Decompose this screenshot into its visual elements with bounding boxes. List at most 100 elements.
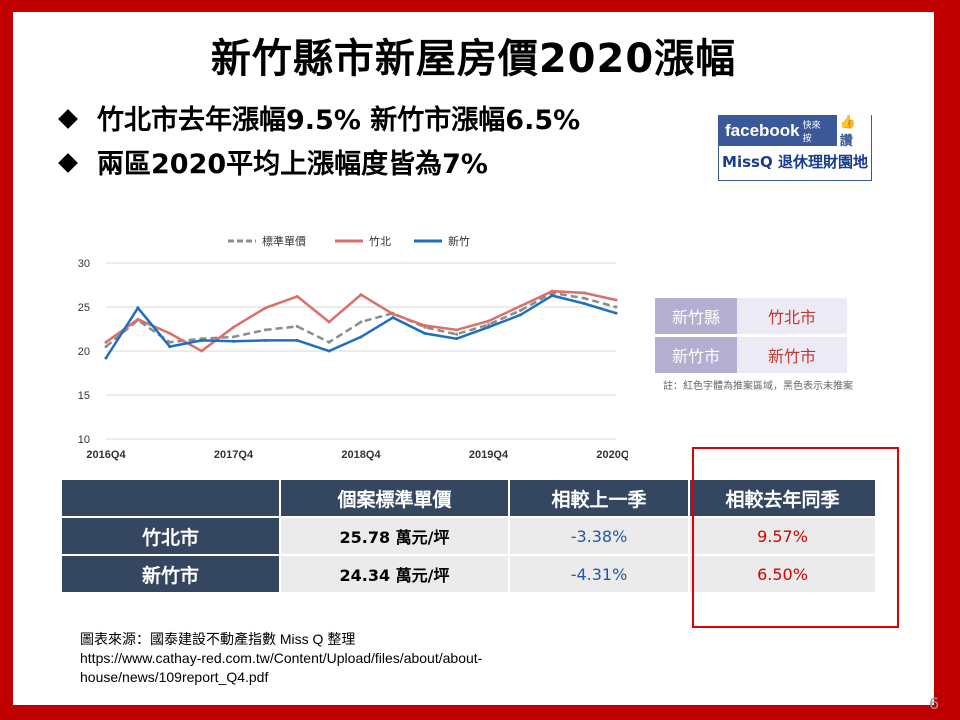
legend-row: 新竹市 新竹市 bbox=[655, 335, 847, 376]
row-price: 25.78 萬元/坪 bbox=[281, 518, 508, 554]
data-point bbox=[136, 306, 140, 310]
page-number: 6 bbox=[929, 694, 940, 713]
table-header-empty bbox=[62, 480, 279, 516]
x-tick-label: 2016Q4 bbox=[86, 449, 126, 461]
legend-label: 新竹市 bbox=[655, 335, 737, 376]
data-point bbox=[104, 356, 108, 360]
data-point bbox=[200, 349, 204, 353]
legend-row: 新竹縣 竹北市 bbox=[655, 298, 847, 337]
data-point bbox=[614, 305, 618, 309]
legend-label: 新竹縣 bbox=[655, 298, 737, 337]
facebook-badge-header: facebook 快來按 👍讚 bbox=[719, 113, 871, 149]
data-point bbox=[518, 304, 522, 308]
data-point bbox=[582, 296, 586, 300]
facebook-small-text: 快來按 bbox=[802, 120, 821, 143]
legend-label: 竹北 bbox=[369, 234, 391, 248]
source-url-line-2[interactable]: house/news/109report_Q4.pdf bbox=[80, 669, 269, 685]
x-tick-label: 2017Q4 bbox=[214, 449, 254, 461]
row-yoy: 9.57% bbox=[690, 518, 875, 554]
data-point bbox=[168, 331, 172, 335]
bullet-2: 兩區2020平均上漲幅度皆為7% bbox=[58, 142, 488, 181]
bullet-1: 竹北市去年漲幅9.5% 新竹市漲幅6.5% bbox=[58, 98, 581, 137]
data-point bbox=[295, 324, 299, 328]
data-point bbox=[168, 345, 172, 349]
bullet-2-text: 兩區2020平均上漲幅度皆為7% bbox=[97, 149, 488, 180]
data-point bbox=[263, 338, 267, 342]
table-header-price: 個案標準單價 bbox=[281, 480, 508, 516]
data-point bbox=[423, 331, 427, 335]
data-point bbox=[518, 309, 522, 313]
data-point bbox=[423, 323, 427, 327]
row-qoq: -4.31% bbox=[510, 556, 688, 592]
data-point bbox=[327, 340, 331, 344]
data-point bbox=[104, 345, 108, 349]
slide-title: 新竹縣市新屋房價2020漲幅 bbox=[210, 36, 737, 82]
source-line-1: 圖表來源：國泰建設不動產指數 Miss Q 整理 bbox=[80, 631, 356, 647]
thumbs-up-icon: 👍讚 bbox=[836, 113, 871, 149]
table-header-yoy: 相較去年同季 bbox=[690, 480, 875, 516]
table-row: 竹北市 25.78 萬元/坪 -3.38% 9.57% bbox=[62, 518, 875, 554]
data-point bbox=[327, 320, 331, 324]
y-tick-label: 20 bbox=[78, 346, 90, 358]
series-line bbox=[105, 291, 617, 348]
y-tick-label: 10 bbox=[78, 434, 90, 446]
facebook-page-name: MissQ 退休理財園地 bbox=[722, 153, 868, 171]
data-point bbox=[263, 306, 267, 310]
data-point bbox=[104, 340, 108, 344]
facebook-logo-text: facebook bbox=[725, 121, 800, 140]
x-tick-label: 2019Q4 bbox=[469, 449, 509, 461]
facebook-badge[interactable]: facebook 快來按 👍讚 MissQ 退休理財園地 bbox=[718, 113, 872, 181]
source-note: 圖表來源：國泰建設不動產指數 Miss Q 整理 https://www.cat… bbox=[80, 630, 482, 687]
data-point bbox=[582, 291, 586, 295]
row-qoq: -3.38% bbox=[510, 518, 688, 554]
table-header-row: 個案標準單價 相較上一季 相較去年同季 bbox=[62, 480, 875, 516]
data-point bbox=[263, 328, 267, 332]
slide: 新竹縣市新屋房價2020漲幅 竹北市去年漲幅9.5% 新竹市漲幅6.5% 兩區2… bbox=[13, 12, 939, 713]
data-point bbox=[295, 338, 299, 342]
series-line bbox=[104, 294, 617, 359]
price-line-chart: 10 15 20 25 30 2016Q4 2017Q4 2018Q4 2019Q4 2020Q4… bbox=[78, 234, 628, 461]
row-price: 24.34 萬元/坪 bbox=[281, 556, 508, 592]
row-region-name: 竹北市 bbox=[62, 518, 279, 554]
data-point bbox=[359, 335, 363, 339]
diamond-bullet-icon bbox=[58, 109, 78, 129]
data-point bbox=[327, 349, 331, 353]
data-point bbox=[487, 323, 490, 327]
data-point bbox=[487, 325, 490, 329]
data-point bbox=[487, 319, 490, 323]
legend-label: 新竹 bbox=[448, 234, 470, 248]
data-point bbox=[232, 339, 235, 343]
data-point bbox=[391, 316, 395, 320]
x-tick-label: 2020Q4 bbox=[596, 449, 628, 461]
data-point bbox=[168, 340, 172, 344]
data-point bbox=[455, 332, 459, 336]
data-point bbox=[359, 293, 363, 297]
diamond-bullet-icon bbox=[58, 153, 78, 173]
data-point bbox=[200, 338, 204, 342]
data-point bbox=[455, 337, 459, 341]
y-tick-label: 25 bbox=[78, 302, 90, 314]
data-point bbox=[136, 317, 140, 321]
region-legend-table: 新竹縣 竹北市 新竹市 新竹市 bbox=[655, 298, 847, 376]
legend-note: 註：紅色字體為推案區域，黑色表示未推案 bbox=[663, 381, 853, 392]
y-tick-label: 15 bbox=[78, 390, 90, 402]
table-header-qoq: 相較上一季 bbox=[510, 480, 688, 516]
data-point bbox=[614, 298, 618, 302]
data-point bbox=[614, 311, 618, 315]
data-point bbox=[232, 325, 235, 329]
legend-value: 竹北市 bbox=[737, 298, 847, 337]
row-region-name: 新竹市 bbox=[62, 556, 279, 592]
x-tick-label: 2018Q4 bbox=[341, 449, 381, 461]
bullet-1-text: 竹北市去年漲幅9.5% 新竹市漲幅6.5% bbox=[97, 105, 581, 136]
table-row: 新竹市 24.34 萬元/坪 -4.31% 6.50% bbox=[62, 556, 875, 592]
data-point bbox=[455, 328, 459, 332]
data-point bbox=[359, 320, 363, 324]
data-point bbox=[582, 301, 586, 305]
data-point bbox=[550, 294, 554, 298]
y-tick-label: 30 bbox=[78, 258, 90, 270]
data-point bbox=[550, 289, 554, 293]
row-yoy: 6.50% bbox=[690, 556, 875, 592]
data-point bbox=[232, 335, 235, 339]
source-url-line-1[interactable]: https://www.cathay-red.com.tw/Content/Up… bbox=[80, 650, 483, 666]
legend-value: 新竹市 bbox=[737, 335, 847, 376]
